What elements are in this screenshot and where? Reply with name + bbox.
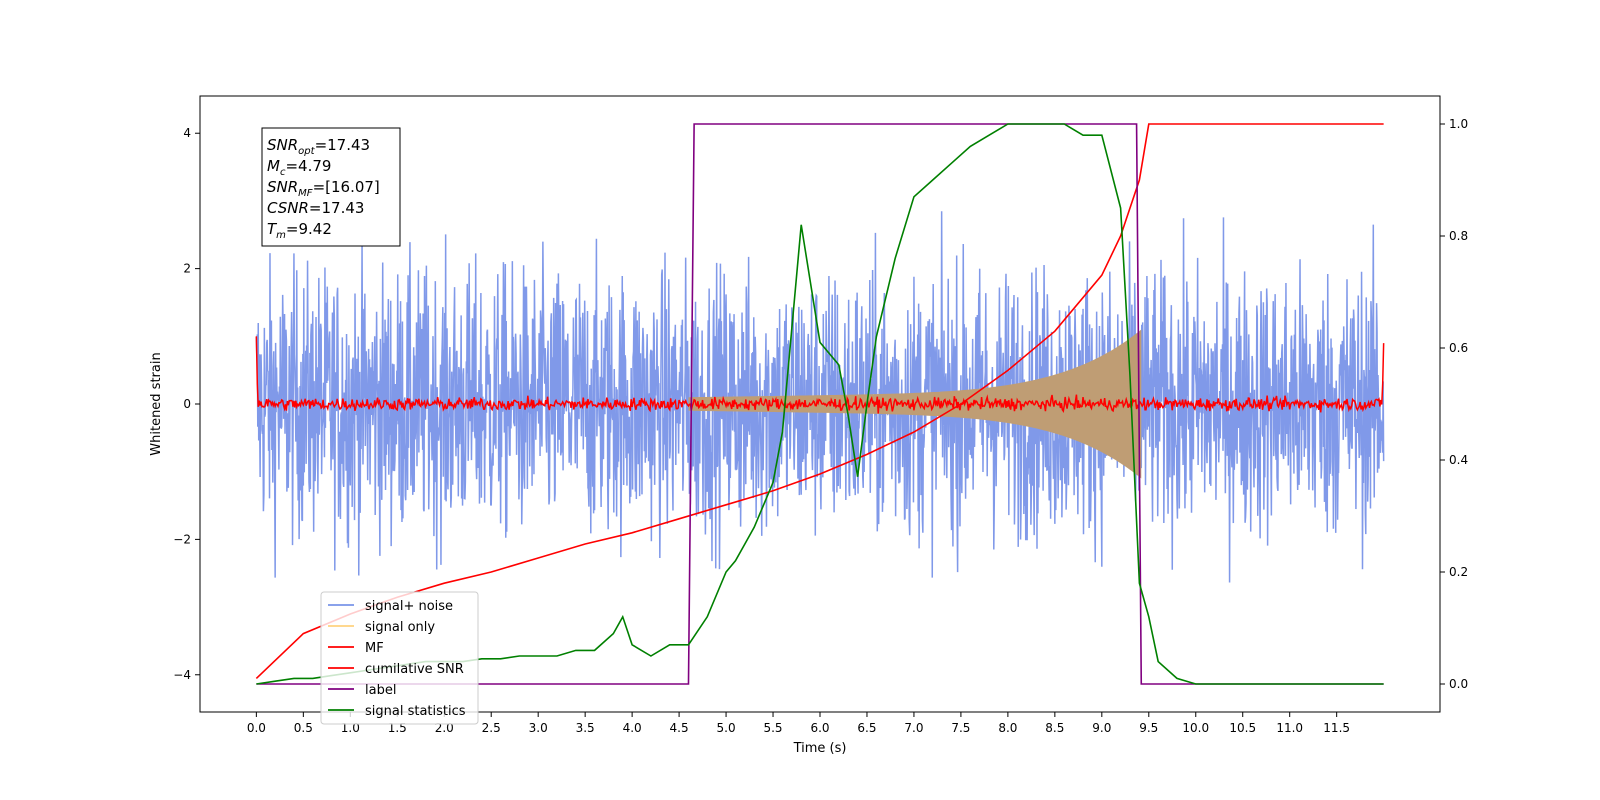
x-tick-label: 4.5 <box>670 721 689 735</box>
legend-entry: signal only <box>365 620 435 635</box>
y-tick-label-right: 0.6 <box>1449 341 1468 355</box>
legend-entry: MF <box>365 641 384 656</box>
x-tick-label: 11.0 <box>1276 721 1303 735</box>
x-tick-label: 3.0 <box>529 721 548 735</box>
y-tick-label-left: 2 <box>183 262 191 276</box>
x-tick-label: 0.0 <box>247 721 266 735</box>
x-tick-label: 5.0 <box>717 721 736 735</box>
x-tick-label: 5.5 <box>763 721 782 735</box>
x-tick-label: 6.0 <box>810 721 829 735</box>
series-cumulative-snr <box>255 123 1384 679</box>
y-tick-label-right: 0.4 <box>1449 453 1468 467</box>
legend-entry: signal statistics <box>365 704 466 719</box>
x-tick-label: 3.5 <box>576 721 595 735</box>
y-tick-label-left: −4 <box>173 668 191 682</box>
legend-entry: label <box>365 683 396 698</box>
y-axis-label: Whitened strain <box>149 352 164 455</box>
x-tick-label: 11.5 <box>1323 721 1350 735</box>
legend-box <box>320 591 479 725</box>
x-tick-label: 8.0 <box>998 721 1017 735</box>
y-tick-label-left: 0 <box>183 397 191 411</box>
series-mf <box>255 336 1385 414</box>
annotation-line: Mc=4.79 <box>267 157 331 178</box>
x-tick-label: 8.5 <box>1045 721 1064 735</box>
legend-entry: signal+ noise <box>365 599 453 614</box>
y-tick-label-right: 0.0 <box>1449 677 1468 691</box>
x-tick-label: 10.5 <box>1229 721 1256 735</box>
x-tick-label: 7.0 <box>904 721 923 735</box>
x-tick-label: 2.5 <box>482 721 501 735</box>
y-tick-label-left: 4 <box>183 126 191 140</box>
x-tick-label: 0.5 <box>294 721 313 735</box>
x-tick-label: 10.0 <box>1182 721 1209 735</box>
legend-entry: cumilative SNR <box>365 662 464 677</box>
x-tick-label: 9.0 <box>1092 721 1111 735</box>
x-tick-label: 9.5 <box>1139 721 1158 735</box>
annotation-line: SNRopt=17.43 <box>267 136 370 157</box>
annotation-line: SNRMF=[16.07] <box>267 178 380 199</box>
x-tick-label: 4.0 <box>623 721 642 735</box>
y-tick-label-right: 1.0 <box>1449 117 1468 131</box>
annotation-line: CSNR=17.43 <box>267 199 364 217</box>
y-tick-label-left: −2 <box>173 532 191 546</box>
y-tick-label-right: 0.2 <box>1449 565 1468 579</box>
y-tick-label-right: 0.8 <box>1449 229 1468 243</box>
annotation-box <box>261 127 401 247</box>
x-axis-label: Time (s) <box>793 741 847 756</box>
x-tick-label: 6.5 <box>857 721 876 735</box>
series-label <box>256 123 1384 685</box>
x-tick-label: 7.5 <box>951 721 970 735</box>
annotation-line: Tm=9.42 <box>267 220 332 241</box>
